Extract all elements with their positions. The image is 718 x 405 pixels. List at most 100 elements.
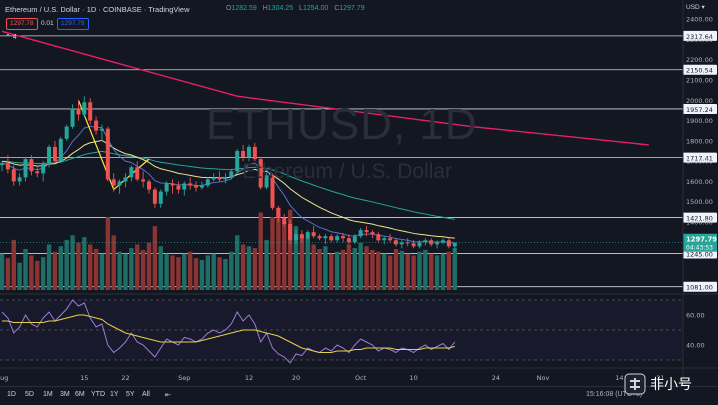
candle-body[interactable]	[423, 240, 428, 243]
candle-body[interactable]	[288, 224, 293, 241]
symbol-title[interactable]: Ethereum / U.S. Dollar · 1D · COINBASE ·…	[5, 5, 190, 14]
candle-body[interactable]	[417, 242, 422, 247]
candle-body[interactable]	[217, 177, 222, 180]
candle-body[interactable]	[346, 238, 351, 243]
candle-body[interactable]	[0, 163, 4, 165]
candle-body[interactable]	[211, 177, 216, 180]
candle-body[interactable]	[82, 102, 87, 115]
candle-body[interactable]	[276, 207, 281, 218]
range-all[interactable]: All	[142, 391, 150, 398]
candle-body[interactable]	[105, 128, 110, 180]
range-5y[interactable]: 5Y	[126, 391, 135, 398]
candle-body[interactable]	[182, 183, 187, 190]
range-1y[interactable]: 1Y	[110, 391, 119, 398]
candle-body[interactable]	[258, 159, 263, 188]
candle-body[interactable]	[305, 232, 310, 239]
candle-body[interactable]	[176, 185, 181, 190]
range-1m[interactable]: 1M	[43, 391, 53, 398]
range-1d[interactable]: 1D	[7, 391, 16, 398]
sell-button[interactable]: 1297.78	[6, 18, 38, 30]
candle-body[interactable]	[41, 163, 46, 174]
candle-body[interactable]	[164, 183, 169, 192]
candle-body[interactable]	[429, 240, 434, 245]
time-tick: 15	[80, 374, 88, 382]
candle-body[interactable]	[435, 242, 440, 245]
candle-body[interactable]	[123, 177, 128, 182]
candle-body[interactable]	[311, 232, 316, 237]
volume-bar	[252, 248, 258, 290]
currency-selector[interactable]: USD ▾	[686, 4, 705, 11]
candle-body[interactable]	[17, 177, 22, 182]
candle-body[interactable]	[446, 240, 451, 247]
candle-body[interactable]	[294, 234, 298, 241]
candle-body[interactable]	[376, 234, 381, 241]
candle-body[interactable]	[70, 108, 75, 127]
candle-body[interactable]	[246, 146, 251, 158]
candle-body[interactable]	[147, 181, 151, 190]
candle-body[interactable]	[399, 242, 404, 245]
candle-body[interactable]	[229, 171, 234, 178]
candle-body[interactable]	[88, 102, 93, 121]
candle-body[interactable]	[170, 183, 175, 186]
candle-body[interactable]	[35, 171, 40, 174]
candle-body[interactable]	[76, 108, 81, 115]
candle-body[interactable]	[393, 240, 398, 245]
candle-body[interactable]	[364, 230, 369, 233]
candle-body[interactable]	[141, 179, 146, 182]
time-tick: 24	[492, 374, 500, 382]
candle-body[interactable]	[452, 242, 457, 247]
candle-body[interactable]	[117, 181, 122, 186]
candle-body[interactable]	[264, 175, 269, 188]
candle-body[interactable]	[270, 175, 275, 208]
candle-body[interactable]	[352, 236, 357, 243]
candle-body[interactable]	[317, 236, 322, 239]
candle-body[interactable]	[411, 243, 416, 247]
candle-body[interactable]	[358, 230, 363, 237]
candle-body[interactable]	[388, 238, 393, 241]
candle-body[interactable]	[382, 238, 387, 241]
range-3m[interactable]: 3M	[60, 391, 70, 398]
candle-body[interactable]	[223, 177, 228, 180]
candle-body[interactable]	[329, 236, 334, 241]
candle-body[interactable]	[129, 167, 134, 178]
candle-body[interactable]	[252, 146, 257, 160]
candle-body[interactable]	[370, 232, 375, 235]
volume-bar	[299, 235, 305, 290]
candle-body[interactable]	[58, 138, 63, 162]
candle-body[interactable]	[111, 179, 116, 186]
candle-body[interactable]	[29, 159, 34, 172]
candle-body[interactable]	[335, 236, 340, 241]
candle-body[interactable]	[99, 128, 104, 131]
candle-body[interactable]	[341, 236, 346, 239]
range-5d[interactable]: 5D	[25, 391, 34, 398]
candle-body[interactable]	[5, 163, 10, 170]
candle-body[interactable]	[441, 240, 445, 243]
candle-body[interactable]	[23, 159, 28, 178]
range-ytd[interactable]: YTD	[91, 391, 105, 398]
candle-body[interactable]	[64, 126, 69, 139]
volume-bar	[158, 246, 163, 290]
candle-body[interactable]	[47, 146, 52, 164]
range-6m[interactable]: 6M	[75, 391, 85, 398]
indicators-toggle[interactable]: ⌃ 4	[5, 33, 17, 41]
candle-body[interactable]	[194, 185, 199, 188]
date-range-icon[interactable]: ⇤	[165, 392, 171, 399]
candle-body[interactable]	[205, 179, 210, 186]
buy-button[interactable]: 1297.79	[57, 18, 89, 30]
candle-body[interactable]	[299, 234, 304, 239]
candle-body[interactable]	[235, 151, 240, 172]
candle-body[interactable]	[405, 242, 410, 244]
candle-body[interactable]	[94, 120, 99, 131]
candle-body[interactable]	[158, 191, 163, 204]
candle-body[interactable]	[188, 183, 193, 186]
level-label-bg	[683, 212, 717, 223]
candle-body[interactable]	[241, 151, 246, 158]
candle-body[interactable]	[11, 169, 16, 182]
candle-body[interactable]	[135, 167, 140, 180]
candle-body[interactable]	[52, 146, 57, 162]
candle-body[interactable]	[282, 217, 287, 225]
candle-body[interactable]	[199, 185, 204, 188]
candle-body[interactable]	[323, 236, 328, 239]
candle-body[interactable]	[152, 189, 157, 204]
